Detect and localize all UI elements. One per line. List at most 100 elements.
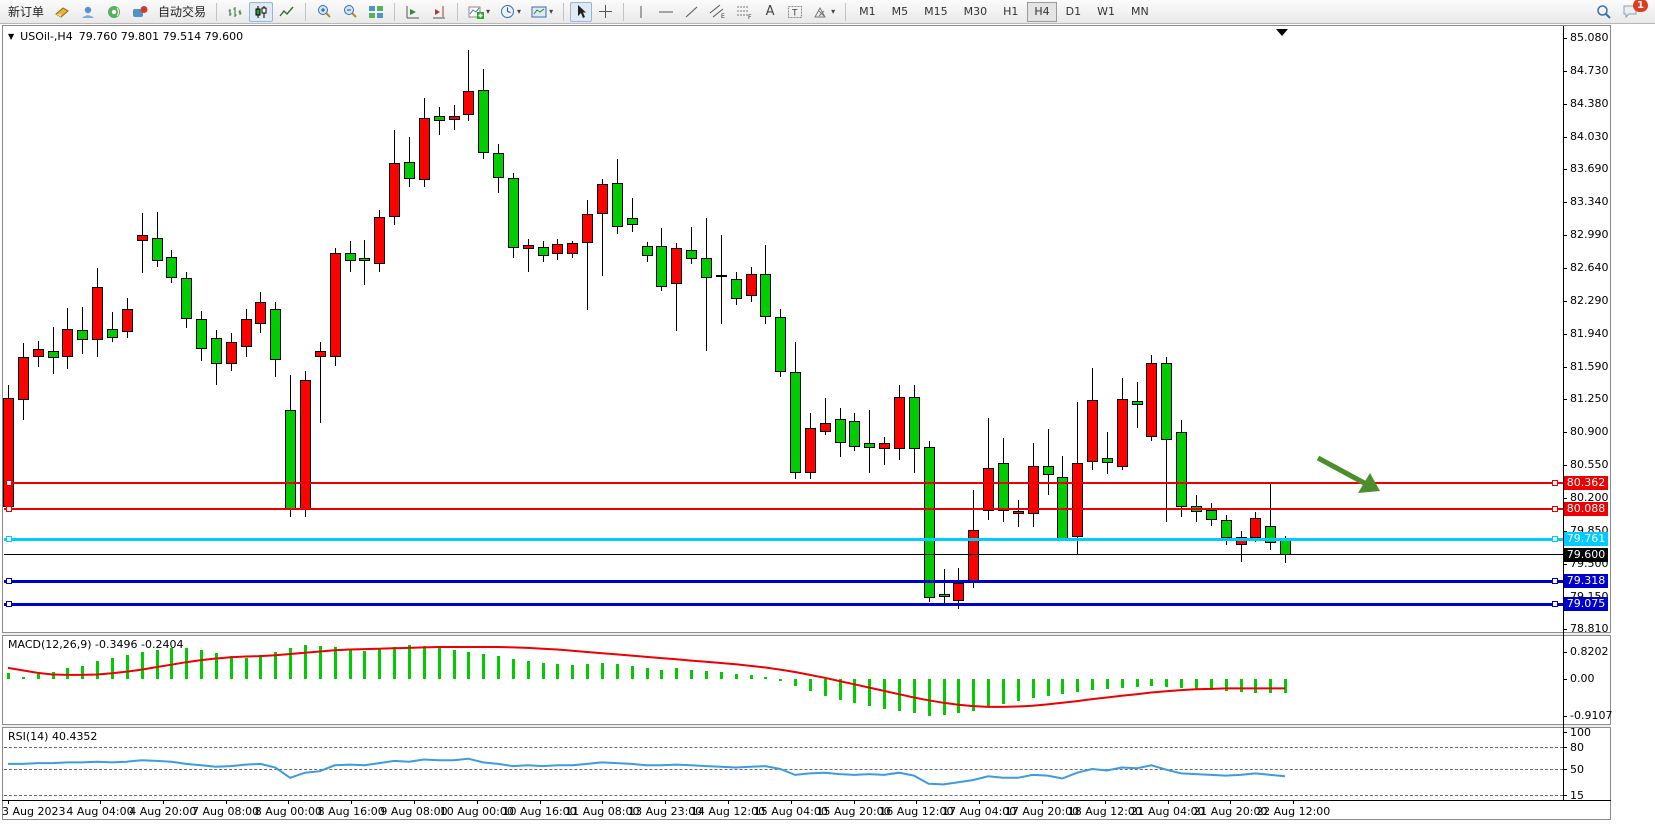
templates-icon[interactable]: ▾ [527,2,557,22]
periods-clock-icon[interactable]: ▾ [496,2,525,22]
equidistant-channel-icon[interactable]: E [705,2,730,22]
notifications-icon[interactable]: 1 [1618,0,1648,22]
time-tick-mark [1230,800,1232,804]
tab-timeframe-d1[interactable]: D1 [1065,5,1082,18]
price-level-line[interactable] [4,481,1563,484]
chart-symbol-period: USOil-,H4 [20,30,73,43]
cursor-icon[interactable] [570,1,593,22]
candle [1012,511,1024,515]
line-drag-handle[interactable] [6,505,12,512]
trendline-icon[interactable] [680,2,703,22]
line-drag-handle[interactable] [1552,578,1558,585]
price-tick-mark [1563,136,1567,138]
vertical-line-icon[interactable] [630,2,652,22]
line-drag-handle[interactable] [6,479,12,486]
horizontal-line-icon[interactable] [654,2,678,22]
zoom-out-icon[interactable] [338,2,362,22]
autotrade-icon[interactable] [128,2,152,22]
chart-window[interactable] [2,25,1611,820]
tab-timeframe-w1[interactable]: W1 [1097,5,1115,18]
line-drag-handle[interactable] [1552,536,1558,543]
price-level-line[interactable] [4,537,1563,541]
candle-wick [82,306,84,354]
candle [507,178,519,249]
macd-histogram-bar [601,663,604,679]
line-drag-handle[interactable] [6,578,12,585]
price-tick-mark [1563,530,1567,532]
tab-timeframe-h1[interactable]: H1 [1003,5,1019,18]
line-drag-handle[interactable] [1552,479,1558,486]
notification-count-badge: 1 [1633,0,1648,12]
chevron-down-icon[interactable]: ▾ [486,7,491,16]
price-level-line[interactable] [4,579,1563,583]
candle [359,258,371,262]
candle [938,594,950,597]
search-icon[interactable] [1592,2,1616,22]
tile-windows-icon[interactable] [364,2,388,22]
signals-icon[interactable] [102,2,126,22]
text-icon[interactable]: A [765,4,775,19]
tab-timeframe-m15[interactable]: M15 [924,5,948,18]
time-axis-label: 13 Aug 23:00 [628,805,703,818]
candle-wick [631,198,633,233]
time-tick-mark [1042,800,1043,804]
price-line-badge: 79.075 [1564,597,1608,612]
tab-timeframe-h4[interactable]: H4 [1027,1,1057,22]
line-drag-handle[interactable] [1552,601,1558,608]
time-axis-label: 3 Aug 2023 [2,805,66,818]
macd-histogram-bar [318,645,322,679]
pane-splitter[interactable] [2,724,1611,728]
candlestick-chart-icon[interactable] [249,1,274,22]
time-tick-mark [853,800,855,804]
line-drag-handle[interactable] [6,536,12,543]
macd-histogram-bar [808,678,812,691]
auto-scroll-icon[interactable] [401,2,425,22]
tab-timeframe-mn[interactable]: MN [1131,5,1149,18]
candle [656,246,668,287]
fibonacci-icon[interactable]: F [732,2,757,22]
chevron-down-icon[interactable]: ▾ [517,7,522,16]
community-icon[interactable] [76,2,100,22]
macd-histogram-bar [1239,678,1243,693]
current-price-line[interactable] [4,554,1563,556]
pane-splitter[interactable] [2,632,1611,636]
tab-timeframe-m1[interactable]: M1 [859,5,876,18]
macd-histogram-bar [1150,678,1154,687]
shapes-icon[interactable]: ▾ [809,2,839,22]
bar-chart-icon[interactable] [223,2,247,22]
time-axis-label: 7 Aug 08:00 [192,805,260,818]
chevron-down-icon[interactable]: ▾ [549,7,554,16]
price-axis-border [1563,26,1564,800]
candle [329,252,341,357]
price-level-line[interactable] [4,602,1563,606]
chevron-down-icon[interactable]: ▾ [831,7,836,16]
ticket-icon[interactable] [50,2,74,22]
time-axis-label: 14 Aug 12:00 [690,805,766,818]
crosshair-icon[interactable] [594,2,617,22]
candle-wick [364,239,366,285]
chart-shift-icon[interactable] [427,2,451,22]
rsi-tick-mark [1563,732,1567,734]
autotrade-label[interactable]: 自动交易 [158,5,207,19]
tab-timeframe-m5[interactable]: M5 [891,5,909,18]
indicators-icon[interactable]: ▾ [464,2,494,22]
chart-shift-marker[interactable] [1276,29,1288,36]
line-chart-icon[interactable] [275,2,299,22]
price-level-line[interactable] [4,507,1563,510]
tab-timeframe-m30[interactable]: M30 [963,5,988,18]
line-drag-handle[interactable] [6,601,12,608]
candle [136,234,148,242]
collapse-arrow-icon[interactable]: ▼ [8,32,15,41]
time-tick-mark [476,800,478,804]
price-tick-mark [1563,366,1567,368]
zoom-in-icon[interactable] [312,2,336,22]
macd-histogram-bar [734,673,738,679]
candle [314,350,326,357]
macd-indicator-pane[interactable] [0,636,1655,724]
new-order-button[interactable]: 新订单 [4,2,48,22]
line-drag-handle[interactable] [1552,505,1558,512]
text-label-icon[interactable]: T [783,2,807,22]
candle [804,428,816,474]
candle [166,256,178,279]
price-tick-label: 81.940 [1570,326,1609,340]
